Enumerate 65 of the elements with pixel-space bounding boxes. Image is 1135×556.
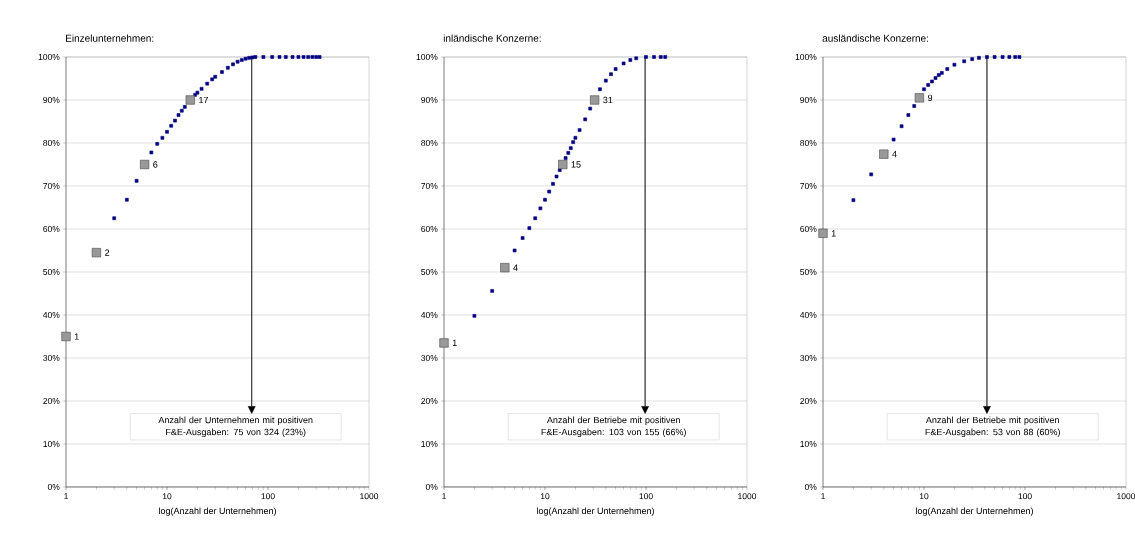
y-tick-label: 10% xyxy=(800,440,817,447)
y-tick-label: 100% xyxy=(795,53,817,60)
y-tick-label: 50% xyxy=(43,268,60,275)
annotation: 4 xyxy=(892,151,897,158)
x-tick-label: 100 xyxy=(1018,493,1032,500)
x-tick-label: 10 xyxy=(919,493,929,500)
x-tick-label: 1 xyxy=(64,493,68,500)
y-tick-label: 50% xyxy=(800,268,817,275)
x-tick-label: 1 xyxy=(442,493,446,500)
y-tick-label: 20% xyxy=(43,397,60,404)
x-tick-label: 10 xyxy=(540,493,550,500)
annotation: 9 xyxy=(928,94,933,102)
y-tick-label: 100% xyxy=(416,53,438,60)
y-tick-label: 60% xyxy=(800,225,817,232)
y-tick-label: 20% xyxy=(421,397,438,404)
chart-title: inländische Konzerne: xyxy=(443,34,541,42)
annotation: 4 xyxy=(513,264,518,271)
y-tick-label: 40% xyxy=(421,311,438,318)
y-tick-label: 100% xyxy=(38,53,60,60)
y-tick-label: 40% xyxy=(43,311,60,318)
y-tick-label: 60% xyxy=(421,225,438,232)
x-tick-label: 1 xyxy=(821,493,825,500)
y-tick-label: 80% xyxy=(421,139,438,146)
annotation: Anzahl der Unternehmen mit positiven F&E-Ausgaben: 75 von 324 (23%) xyxy=(158,416,313,437)
x-tick-label: 100 xyxy=(261,493,275,500)
y-tick-label: 70% xyxy=(800,182,817,189)
x-axis-title: log(Anzahl der Unternehmen) xyxy=(916,507,1033,516)
y-tick-label: 30% xyxy=(43,354,60,361)
annotation: 1 xyxy=(831,230,836,237)
y-tick-label: 90% xyxy=(43,96,60,103)
chart-title: ausländische Konzerne: xyxy=(822,34,928,42)
y-tick-label: 80% xyxy=(43,139,60,146)
y-tick-label: 10% xyxy=(421,440,438,447)
y-tick-label: 50% xyxy=(421,268,438,275)
y-tick-label: 0% xyxy=(47,483,60,490)
x-tick-label: 1000 xyxy=(738,493,757,500)
y-tick-label: 40% xyxy=(799,311,817,318)
y-tick-label: 90% xyxy=(800,96,817,103)
x-tick-label: 10 xyxy=(162,493,172,500)
y-tick-label: 70% xyxy=(43,182,60,189)
annotation: 15 xyxy=(571,161,581,168)
annotation: Anzahl der Betriebe mit positiven F&E-Ausgaben: 53 von 88 (60%) xyxy=(925,416,1060,437)
chart-title: Einzelunternehmen: xyxy=(66,34,154,42)
y-tick-label: 20% xyxy=(800,397,817,404)
y-tick-label: 90% xyxy=(421,96,438,103)
annotation: Anzahl der Betriebe mit positiven F&E-Ausgaben: 103 von 155 (66%) xyxy=(541,416,686,437)
annotation: 1 xyxy=(452,339,457,347)
x-tick-label: 100 xyxy=(639,493,653,500)
x-axis-title: log(Anzahl der Unternehmen) xyxy=(537,507,654,516)
annotation: 31 xyxy=(603,96,613,104)
y-tick-label: 60% xyxy=(43,225,60,232)
annotation: 2 xyxy=(105,249,110,256)
annotation: 17 xyxy=(199,96,209,104)
x-axis-title: log(Anzahl der Unternehmen) xyxy=(159,507,276,516)
x-tick-label: 1000 xyxy=(360,493,379,500)
y-tick-label: 0% xyxy=(425,483,438,490)
y-tick-label: 70% xyxy=(421,182,438,189)
y-tick-label: 0% xyxy=(804,483,817,490)
x-tick-label: 1000 xyxy=(1117,493,1135,500)
y-tick-label: 30% xyxy=(800,354,817,361)
annotation: 6 xyxy=(153,161,158,168)
y-tick-label: 30% xyxy=(421,354,438,361)
y-tick-label: 80% xyxy=(800,139,817,146)
annotation: 1 xyxy=(74,333,79,340)
y-tick-label: 10% xyxy=(43,440,60,447)
